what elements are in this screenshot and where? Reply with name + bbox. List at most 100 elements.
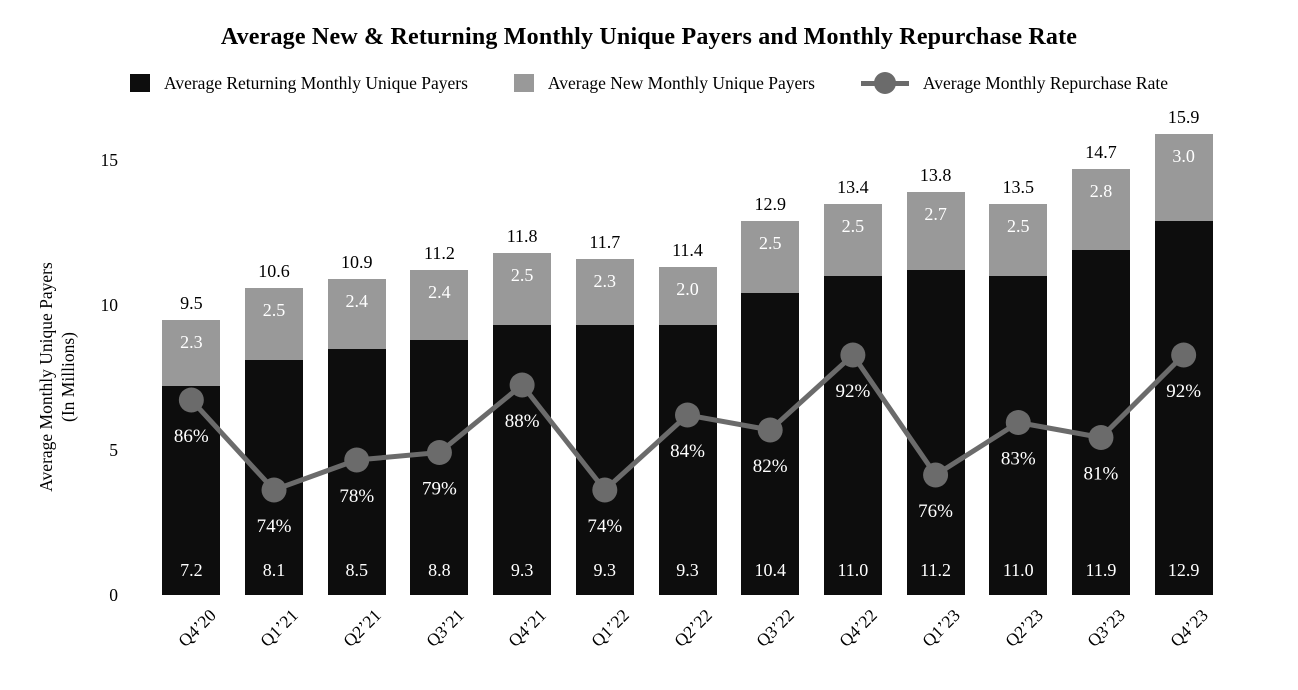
rate-value-label: 83% (1001, 449, 1036, 470)
returning-value-label: 8.8 (428, 560, 451, 580)
total-value-label: 10.6 (258, 260, 290, 281)
new-bar-segment: 2.8 (1071, 168, 1130, 250)
returning-value-label: 7.2 (180, 560, 203, 580)
new-bar-segment: 2.7 (906, 191, 965, 271)
y-tick-label: 0 (109, 585, 118, 605)
returning-bar-segment: 12.9 (1154, 220, 1213, 595)
x-axis-label: Q3’22 (752, 605, 799, 651)
x-axis-label: Q3’23 (1083, 605, 1130, 651)
rate-value-label: 92% (1166, 381, 1201, 402)
bar-column: 11.9 2.8 14.7 (1071, 142, 1130, 595)
bar-column: 8.8 2.4 11.2 (410, 243, 469, 595)
new-value-label: 2.0 (676, 279, 699, 300)
legend-item-new: Average New Monthly Unique Payers (513, 72, 815, 94)
total-value-label: 13.4 (837, 176, 869, 197)
rate-marker (344, 447, 370, 473)
new-value-label: 2.5 (262, 299, 286, 320)
returning-value-label: 11.2 (920, 560, 951, 580)
chart-title: Average New & Returning Monthly Unique P… (220, 24, 1078, 50)
total-value-label: 11.2 (424, 243, 455, 264)
x-axis-label: Q1’23 (917, 605, 964, 651)
new-bar-segment: 3.0 (1154, 133, 1213, 221)
rate-value-label: 74% (257, 516, 292, 537)
new-value-label: 2.4 (345, 290, 368, 311)
rate-value-label: 78% (339, 486, 374, 507)
new-bar-segment: 2.5 (493, 252, 552, 326)
new-value-label: 2.5 (841, 215, 865, 236)
returning-value-label: 9.3 (676, 560, 699, 580)
returning-value-label: 9.3 (593, 560, 617, 580)
new-value-label: 2.5 (1007, 215, 1030, 236)
new-bar-segment: 2.5 (823, 203, 882, 276)
x-axis-label: Q2’22 (669, 605, 716, 651)
total-value-label: 15.9 (1167, 106, 1200, 127)
total-value-label: 13.8 (919, 164, 952, 185)
total-value-label: 12.9 (754, 193, 786, 214)
new-value-label: 2.5 (758, 232, 782, 253)
new-bar-segment: 2.3 (575, 258, 634, 326)
new-value-label: 2.7 (924, 203, 947, 224)
y-tick-label: 5 (109, 440, 118, 460)
rate-value-label: 92% (835, 381, 870, 402)
x-axis-label: Q4’22 (835, 605, 882, 651)
rate-value-label: 86% (174, 426, 209, 447)
rate-marker (509, 372, 535, 398)
returning-value-label: 10.4 (754, 560, 786, 580)
bar-column: 9.3 2.3 11.7 (575, 232, 634, 595)
rate-value-label: 81% (1084, 464, 1119, 485)
new-value-label: 2.3 (593, 270, 617, 291)
legend: Average Returning Monthly Unique Payers … (0, 72, 1298, 94)
returning-swatch-icon (130, 74, 150, 92)
total-value-label: 9.5 (180, 292, 203, 313)
rate-marker (675, 402, 700, 428)
rate-line-swatch-icon (860, 72, 909, 94)
new-bar-segment: 2.5 (989, 203, 1048, 276)
returning-value-label: 8.5 (345, 560, 368, 580)
rate-marker (261, 477, 287, 503)
new-bar-segment: 2.5 (245, 287, 304, 361)
y-tick-label: 15 (100, 150, 119, 170)
rate-marker (840, 342, 866, 368)
new-value-label: 3.0 (1172, 145, 1195, 166)
rate-marker (592, 477, 618, 503)
legend-rate-label: Average Monthly Repurchase Rate (922, 72, 1168, 93)
rate-marker (1005, 410, 1031, 435)
rate-marker (923, 462, 949, 488)
legend-new-label: Average New Monthly Unique Payers (547, 72, 815, 93)
new-bar-segment: 2.5 (741, 220, 800, 294)
rate-line-overlay: 86% 74% 78% 79% 88% 74% 84% 82% 92% 76% 83% 81% 92% (174, 342, 1201, 537)
total-value-label: 11.8 (506, 225, 538, 246)
returning-value-label: 11.9 (1085, 560, 1117, 580)
bar-column: 10.4 2.5 12.9 (741, 194, 800, 595)
rate-marker (1171, 342, 1197, 368)
rate-value-label: 84% (670, 441, 705, 462)
returning-value-label: 11.0 (837, 560, 869, 580)
new-bar-segment: 2.4 (327, 278, 386, 349)
returning-bar-segment: 8.8 (410, 339, 469, 595)
x-axis-labels: Q4’20 Q1’21 Q2’21 Q3’21 Q4’21 Q1’22 Q2’22 Q3’22… (150, 595, 1225, 675)
returning-bar-segment: 11.9 (1071, 249, 1130, 595)
total-value-label: 11.7 (589, 231, 621, 252)
rate-value-label: 79% (422, 479, 457, 500)
returning-value-label: 8.1 (262, 560, 286, 580)
x-axis-label: Q1’21 (256, 605, 303, 651)
new-swatch-icon (513, 74, 534, 92)
total-value-label: 11.4 (672, 240, 703, 261)
returning-bar-segment: 10.4 (741, 293, 800, 595)
x-axis-label: Q4’20 (173, 605, 220, 651)
x-axis-label: Q3’21 (421, 605, 468, 651)
returning-bar-segment: 9.3 (493, 325, 552, 595)
new-value-label: 2.5 (510, 264, 534, 285)
rate-value-label: 76% (918, 501, 953, 522)
new-value-label: 2.8 (1089, 180, 1113, 201)
returning-value-label: 12.9 (1167, 560, 1200, 580)
bar-column: 11.2 2.7 13.8 (906, 165, 965, 595)
legend-returning-label: Average Returning Monthly Unique Payers (164, 72, 468, 93)
new-bar-segment: 2.4 (410, 270, 469, 340)
returning-bar-segment: 11.0 (823, 276, 882, 595)
x-axis-label: Q4’23 (1166, 605, 1212, 651)
x-axis-label: Q2’21 (339, 605, 385, 651)
legend-item-returning: Average Returning Monthly Unique Payers (130, 73, 468, 94)
returning-bar-segment: 9.3 (658, 325, 717, 595)
